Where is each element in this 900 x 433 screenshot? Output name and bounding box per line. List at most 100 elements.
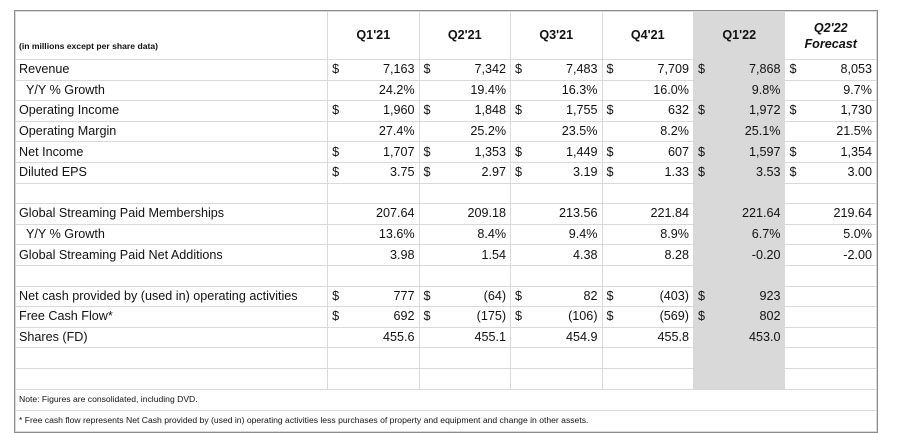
currency-symbol: $ [510,285,531,308]
empty-cell [510,347,603,369]
row-label: Operating Income [14,100,329,122]
empty-cell [692,367,786,390]
currency-symbol [784,285,806,308]
empty-cell [327,347,420,369]
currency-symbol: $ [418,306,440,328]
footnote-consolidated: Note: Figures are consolidated, includin… [15,388,877,411]
value-cell: 455.1 [418,326,512,349]
empty-cell [510,264,603,287]
value-cell: 207.64 [327,203,420,225]
row-label: Global Streaming Paid Memberships [14,203,329,225]
value-cell: 23.5% [510,120,603,143]
period-header: Q3'21 [510,11,603,60]
value-cell: 1,707 [347,141,420,163]
value-cell: (175) [439,306,512,328]
empty-cell [601,264,695,287]
currency-symbol: $ [510,161,531,184]
currency-symbol: $ [601,285,623,308]
empty-cell [327,367,420,390]
table-row: Y/Y % Growth 13.6% 8.4% 9.4% 8.9% 6.7% 5.0% [14,223,877,246]
row-label: Free Cash Flow* [14,306,329,328]
value-cell: 7,709 [622,59,695,81]
row-label: Global Streaming Paid Net Additions [14,244,329,266]
value-cell: 219.64 [784,203,877,225]
financial-summary-table: (in millions except per share data) Q1'2… [14,11,878,432]
value-cell: 692 [347,306,420,328]
value-cell: 25.1% [692,120,786,143]
currency-symbol: $ [784,100,806,122]
empty-cell [327,264,420,287]
value-cell: 16.3% [510,79,603,102]
table-row: Operating Income $1,960 $1,848 $1,755 $632 $1… [14,100,878,122]
empty-cell [327,182,420,205]
currency-symbol: $ [692,59,714,81]
value-cell: 8.9% [601,223,695,246]
value-cell: 13.6% [327,223,420,246]
empty-cell [601,367,695,390]
empty-cell [784,367,877,390]
value-cell: 3.00 [805,161,878,184]
row-label: Y/Y % Growth [14,223,329,246]
currency-symbol: $ [327,306,348,328]
value-cell: 1,449 [530,141,603,163]
value-cell: 7,483 [530,59,603,81]
forecast-label: Forecast [804,36,857,51]
value-cell: (403) [622,285,695,308]
empty-cell [692,182,786,205]
empty-cell [784,182,877,205]
value-cell: 7,163 [347,59,420,81]
currency-symbol: $ [418,59,440,81]
table-row: Y/Y % Growth 24.2% 19.4% 16.3% 16.0% 9.8% 9.7% [14,79,877,102]
currency-symbol: $ [327,100,348,122]
value-cell: 3.75 [347,161,420,184]
value-cell: 6.7% [692,223,786,246]
table-row: Shares (FD) 455.6 455.1 454.9 455.8 453.0 [14,326,877,349]
value-cell: 7,342 [439,59,512,81]
currency-symbol: $ [692,306,714,328]
currency-symbol: $ [510,141,531,163]
empty-cell [510,367,603,390]
empty-cell [418,367,512,390]
value-cell: 9.7% [784,79,877,102]
currency-symbol: $ [692,161,714,184]
value-cell: 8.28 [601,244,695,266]
value-cell [784,326,877,349]
value-cell: 3.98 [327,244,420,266]
value-cell: 1,354 [805,141,878,163]
value-cell: 453.0 [692,326,786,349]
currency-symbol: $ [601,100,623,122]
row-label: Diluted EPS [14,161,329,184]
units-note: (in millions except per share data) [14,11,329,60]
empty-cell [601,182,695,205]
value-cell: 21.5% [784,120,877,143]
value-cell: 1.33 [622,161,695,184]
currency-symbol [784,306,806,328]
row-label: Y/Y % Growth [14,79,329,102]
table-row: Free Cash Flow* $692 $ (175) $ (106) $ (569) $80… [14,306,878,328]
value-cell: 1.54 [418,244,512,266]
currency-symbol: $ [418,100,440,122]
empty-cell [418,182,512,205]
empty-cell [601,347,695,369]
currency-symbol: $ [418,161,440,184]
table-row: Operating Margin 27.4% 25.2% 23.5% 8.2% 25.1%… [14,120,877,143]
row-label: Net cash provided by (used in) operating… [14,285,329,308]
value-cell: 632 [622,100,695,122]
value-cell: 221.64 [692,203,786,225]
currency-symbol: $ [327,161,348,184]
value-cell [805,306,878,328]
empty-cell [418,264,512,287]
empty-cell [692,264,786,287]
value-cell: 9.8% [692,79,786,102]
value-cell: 1,960 [347,100,420,122]
value-cell: 1,848 [439,100,512,122]
row-label: Shares (FD) [14,326,329,349]
value-cell: 8.2% [601,120,695,143]
currency-symbol: $ [692,141,714,163]
spacer-row [14,264,877,287]
period-header: Q1'22 [692,11,786,60]
value-cell: -0.20 [692,244,786,266]
table-row: Global Streaming Paid Memberships 207.64 2… [14,203,877,225]
currency-symbol: $ [784,59,806,81]
value-cell: 5.0% [784,223,877,246]
